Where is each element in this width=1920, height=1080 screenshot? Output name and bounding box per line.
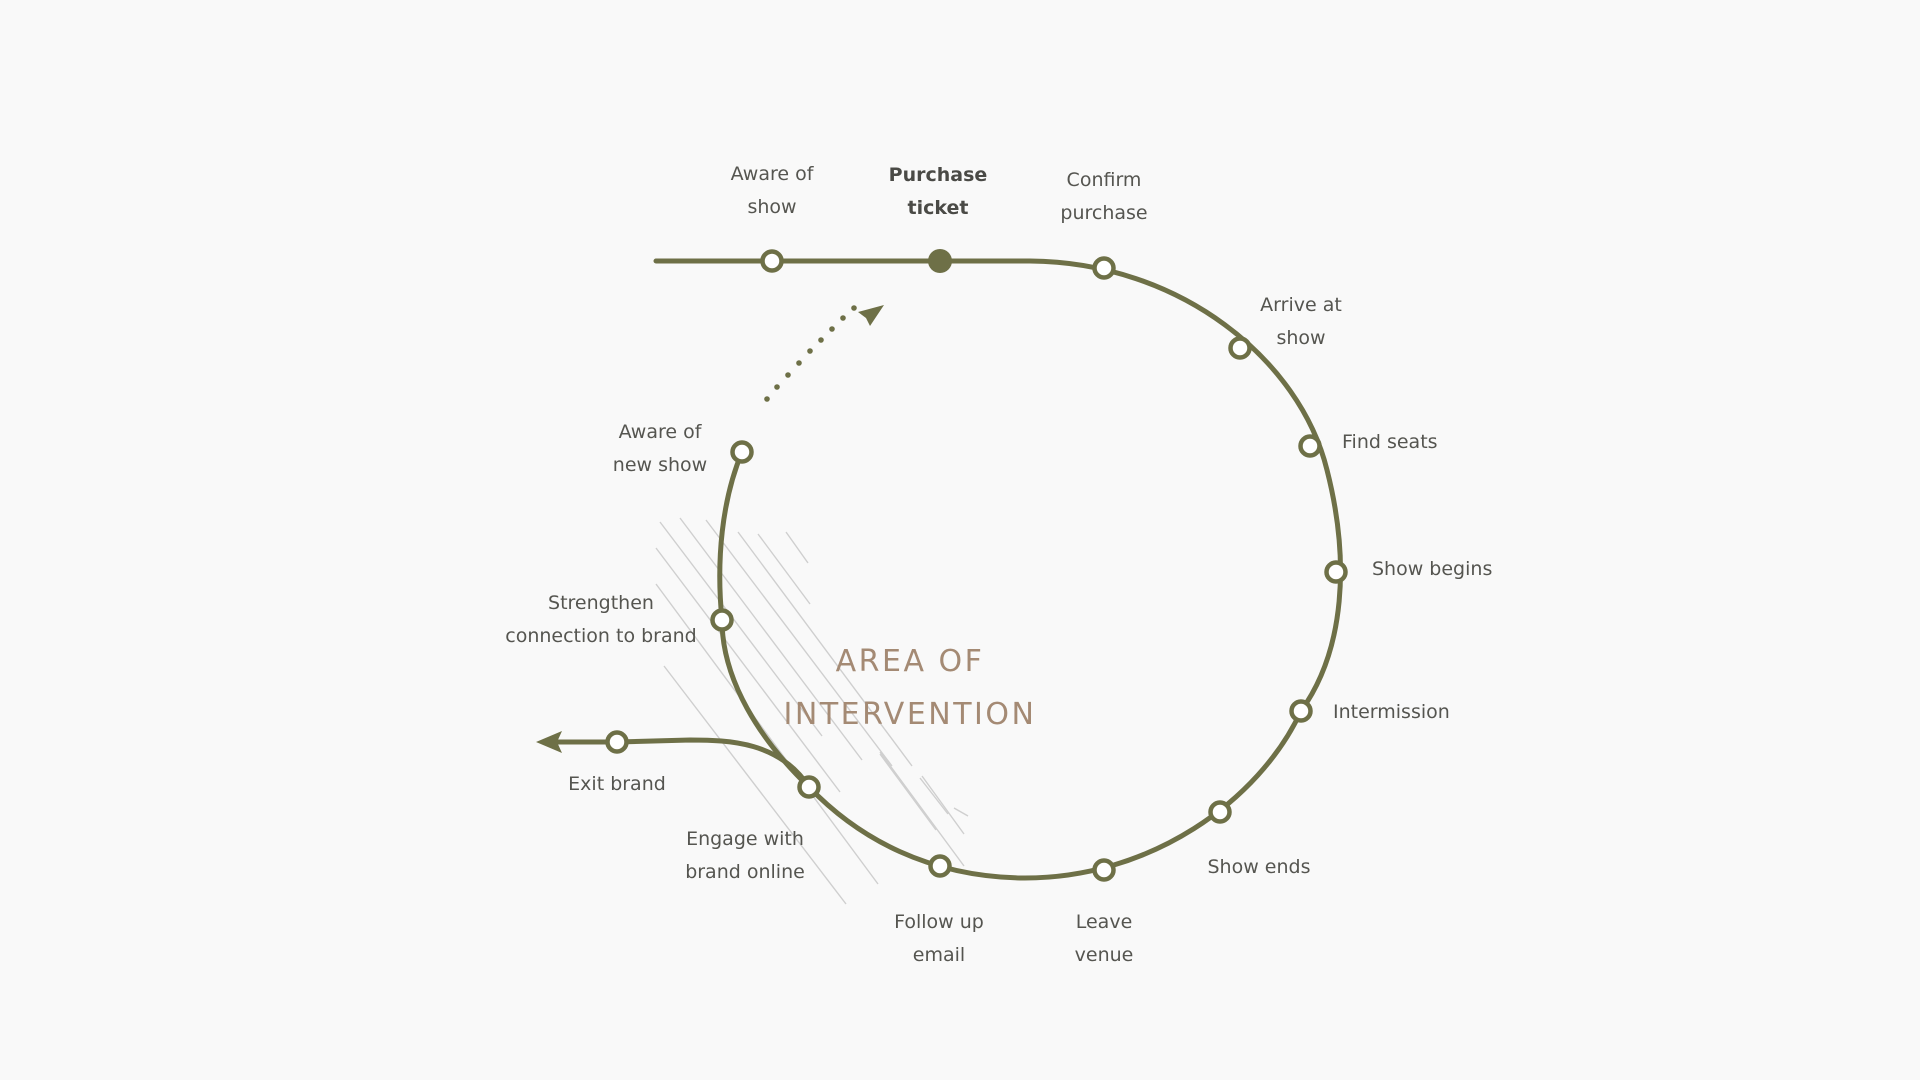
stage-label-confirm-purchase: purchase [1060,202,1147,224]
stage-node-show-ends [1208,800,1232,824]
stage-label-aware-of-new-show: Aware of [619,421,703,443]
reentry-dot [818,337,824,343]
area-of-intervention-label: AREA OF INTERVENTION [784,644,1037,732]
hatch-line [919,777,949,815]
journey-loop-path [653,258,1343,881]
area-of-intervention-text: AREA OF [836,644,985,679]
stage-label-strengthen-connection: Strengthen [548,592,654,614]
reentry-dot [829,326,835,332]
hatch-line [655,583,879,885]
hatch-line [921,775,965,835]
reentry-dot [774,384,780,390]
intervention-hatch [655,517,969,905]
stage-label-arrive-at-show: Arrive at [1260,294,1342,316]
stage-node-aware-of-new-show [730,440,754,464]
stage-label-aware-of-show: Aware of [731,163,815,185]
exit-branch-path [545,737,812,790]
hatch-line [655,547,841,793]
stage-node-find-seats [1298,434,1322,458]
journey-path [536,258,1343,881]
stage-label-arrive-at-show: show [1276,327,1325,349]
stage-label-leave-venue: venue [1075,944,1134,966]
stage-label-follow-up-email: email [913,944,965,966]
stage-node-intermission [1289,699,1313,723]
stage-label-strengthen-connection: connection to brand [505,625,696,647]
stage-node-aware-of-show [760,249,784,273]
stage-node-leave-venue [1092,858,1116,882]
stage-label-aware-of-new-show: new show [613,454,707,476]
hatch-line [757,533,811,605]
current-stage-node [928,249,952,273]
area-of-intervention-text: INTERVENTION [784,697,1037,732]
stage-label-engage-with-brand-online: Engage with [686,828,804,850]
stage-label-show-ends: Show ends [1208,856,1311,878]
stage-node-follow-up-email [928,854,952,878]
reentry-dot [796,360,802,366]
stage-label-follow-up-email: Follow up [894,911,984,933]
stage-node-show-begins [1324,560,1348,584]
hatch-line [663,665,847,905]
stage-label-find-seats: Find seats [1342,431,1438,453]
hatch-line [879,753,937,831]
reentry-dot [764,396,770,402]
exit-arrow-icon [536,731,562,753]
reentry-dot [840,315,846,321]
stage-label-show-begins: Show begins [1372,558,1492,580]
stage-label-confirm-purchase: Confirm [1067,169,1142,191]
stage-label-intermission: Intermission [1333,701,1450,723]
stage-label-engage-with-brand-online: brand online [685,861,805,883]
reentry-dot [807,348,813,354]
stage-node-exit-brand [605,730,629,754]
hatch-line [737,531,913,767]
reentry-dot [851,305,857,311]
stage-label-leave-venue: Leave [1076,911,1133,933]
stage-label-purchase-ticket: ticket [908,197,969,219]
stage-node-arrive-at-show [1228,336,1252,360]
journey-nodes [605,249,1348,882]
stage-node-confirm-purchase [1092,256,1116,280]
stage-node-strengthen-connection [710,608,734,632]
stage-label-aware-of-show: show [747,196,796,218]
hatch-line [953,807,969,817]
reentry-arrow-icon [858,305,884,326]
hatch-line [679,517,863,761]
hatch-line [659,521,823,737]
stage-node-engage-with-brand-online [797,775,821,799]
journey-labels: Aware of show Purchase ticket Confirm purchas… [505,163,1492,966]
reentry-dot [785,372,791,378]
stage-label-exit-brand: Exit brand [568,773,666,795]
hatch-line [785,531,809,564]
hatch-line [705,519,893,767]
stage-label-purchase-ticket: Purchase [889,164,988,186]
hatch-line [879,751,965,867]
